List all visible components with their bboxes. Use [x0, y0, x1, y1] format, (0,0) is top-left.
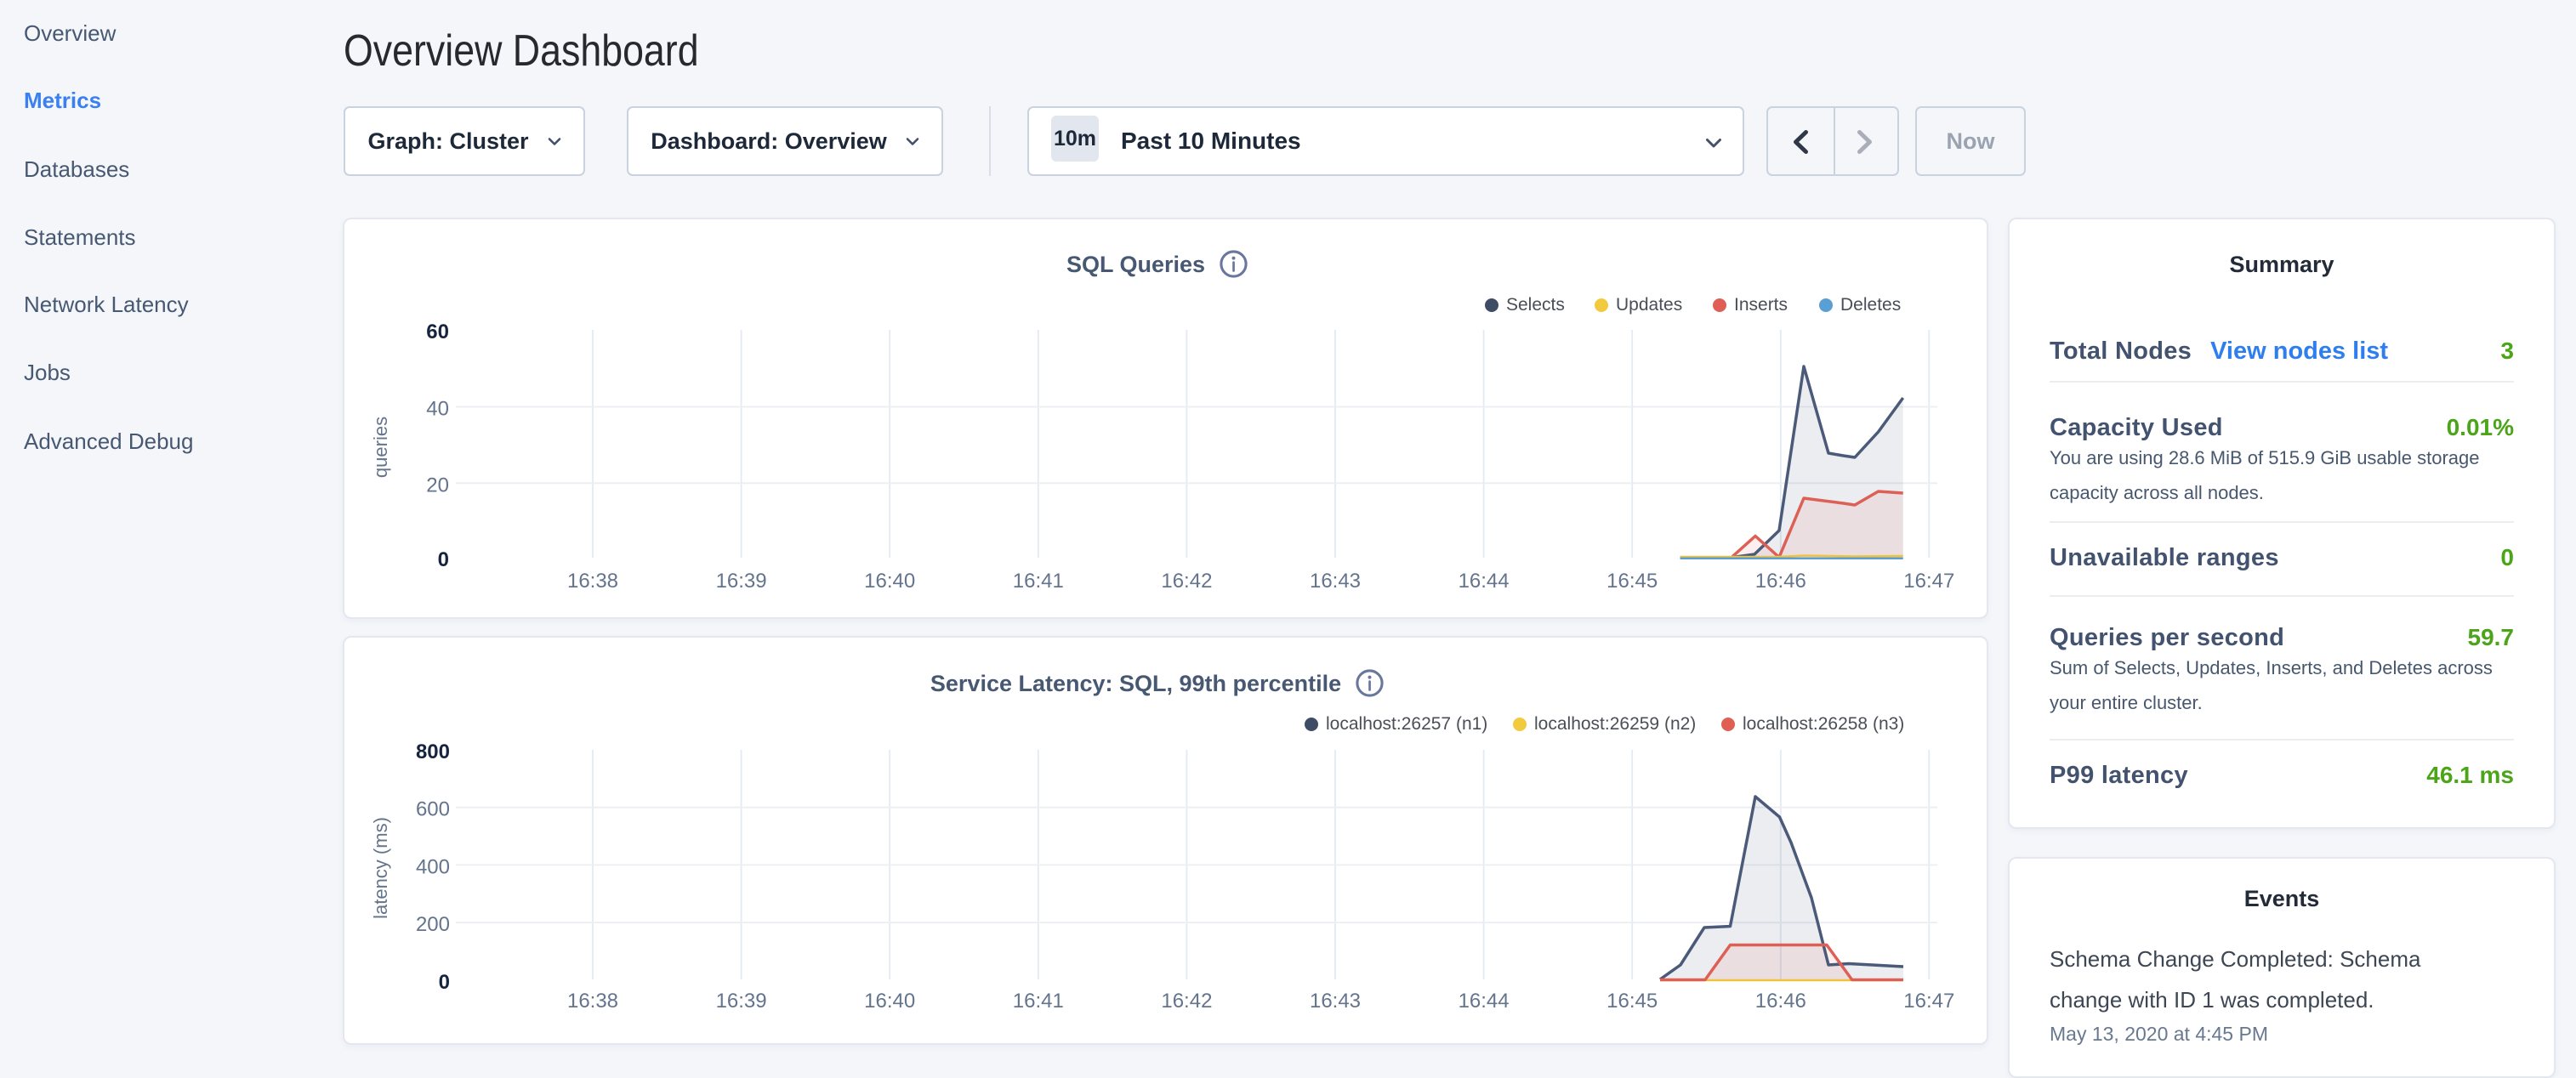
- svg-text:0: 0: [439, 971, 450, 994]
- svg-text:0: 0: [438, 548, 449, 571]
- svg-text:200: 200: [416, 913, 450, 936]
- svg-text:16:46: 16:46: [1755, 990, 1806, 1013]
- svg-text:400: 400: [416, 855, 450, 878]
- svg-text:60: 60: [426, 321, 449, 343]
- svg-text:16:42: 16:42: [1161, 570, 1212, 593]
- svg-text:16:41: 16:41: [1013, 570, 1064, 593]
- svg-text:16:39: 16:39: [716, 990, 767, 1013]
- svg-text:20: 20: [426, 474, 449, 496]
- svg-text:16:43: 16:43: [1310, 570, 1361, 593]
- svg-text:queries: queries: [370, 417, 391, 478]
- svg-text:16:40: 16:40: [864, 570, 915, 593]
- svg-text:16:42: 16:42: [1161, 990, 1212, 1013]
- svg-text:16:45: 16:45: [1606, 990, 1658, 1013]
- svg-text:16:45: 16:45: [1606, 570, 1658, 593]
- svg-text:16:38: 16:38: [567, 990, 618, 1013]
- svg-text:latency (ms): latency (ms): [370, 817, 391, 919]
- svg-text:800: 800: [416, 740, 450, 763]
- svg-text:16:44: 16:44: [1459, 570, 1510, 593]
- svg-text:16:47: 16:47: [1903, 990, 1954, 1013]
- svg-text:40: 40: [426, 398, 449, 421]
- svg-text:16:40: 16:40: [864, 990, 915, 1013]
- svg-text:600: 600: [416, 798, 450, 821]
- svg-text:16:39: 16:39: [716, 570, 767, 593]
- svg-text:16:47: 16:47: [1903, 570, 1954, 593]
- svg-text:16:41: 16:41: [1013, 990, 1064, 1013]
- svg-text:16:46: 16:46: [1755, 570, 1806, 593]
- svg-text:16:44: 16:44: [1459, 990, 1510, 1013]
- svg-text:16:38: 16:38: [567, 570, 618, 593]
- svg-text:16:43: 16:43: [1310, 990, 1361, 1013]
